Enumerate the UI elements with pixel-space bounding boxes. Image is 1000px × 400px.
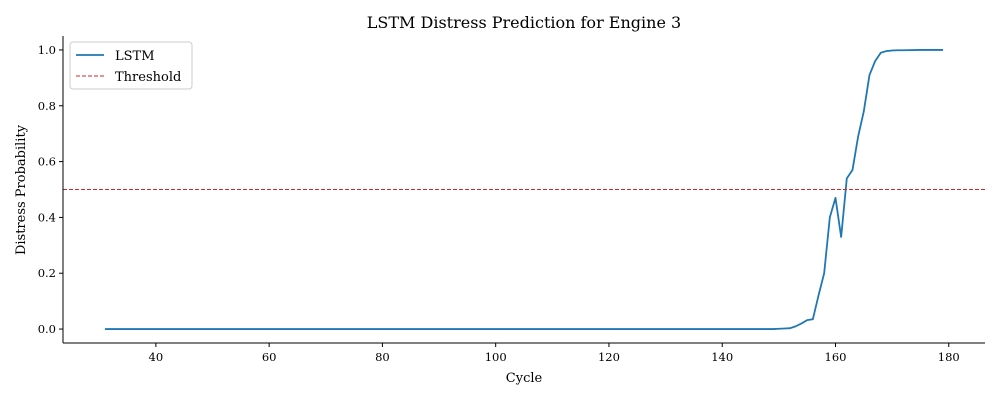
x-tick-label: 100 — [485, 350, 507, 364]
y-tick-label: 0.4 — [38, 210, 56, 224]
plot-area — [63, 49, 985, 330]
y-tick-label: 0.6 — [38, 155, 56, 169]
y-tick-label: 0.8 — [38, 99, 56, 113]
x-tick-label: 160 — [825, 350, 847, 364]
axes — [62, 36, 985, 344]
x-ticks: 40 60 80 100 120 140 160 180 — [149, 343, 960, 364]
x-tick-label: 140 — [711, 350, 733, 364]
legend-label: LSTM — [115, 49, 155, 64]
y-tick-label: 0.0 — [38, 322, 56, 336]
lstm-series-line — [104, 49, 944, 330]
x-tick-label: 120 — [598, 350, 620, 364]
legend: LSTM Threshold — [69, 41, 193, 90]
legend-box — [69, 41, 193, 90]
y-ticks: 0.0 0.2 0.4 0.6 0.8 1.0 — [38, 43, 63, 336]
y-tick-label: 0.2 — [38, 266, 56, 280]
x-tick-label: 180 — [938, 350, 960, 364]
y-axis-label: Distress Probability — [14, 124, 29, 255]
legend-label: Threshold — [115, 70, 181, 85]
x-tick-label: 80 — [375, 350, 390, 364]
y-tick-label: 1.0 — [38, 43, 56, 57]
x-tick-label: 40 — [149, 350, 164, 364]
chart-title: LSTM Distress Prediction for Engine 3 — [367, 13, 681, 32]
x-axis-label: Cycle — [506, 371, 543, 386]
x-tick-label: 60 — [262, 350, 277, 364]
